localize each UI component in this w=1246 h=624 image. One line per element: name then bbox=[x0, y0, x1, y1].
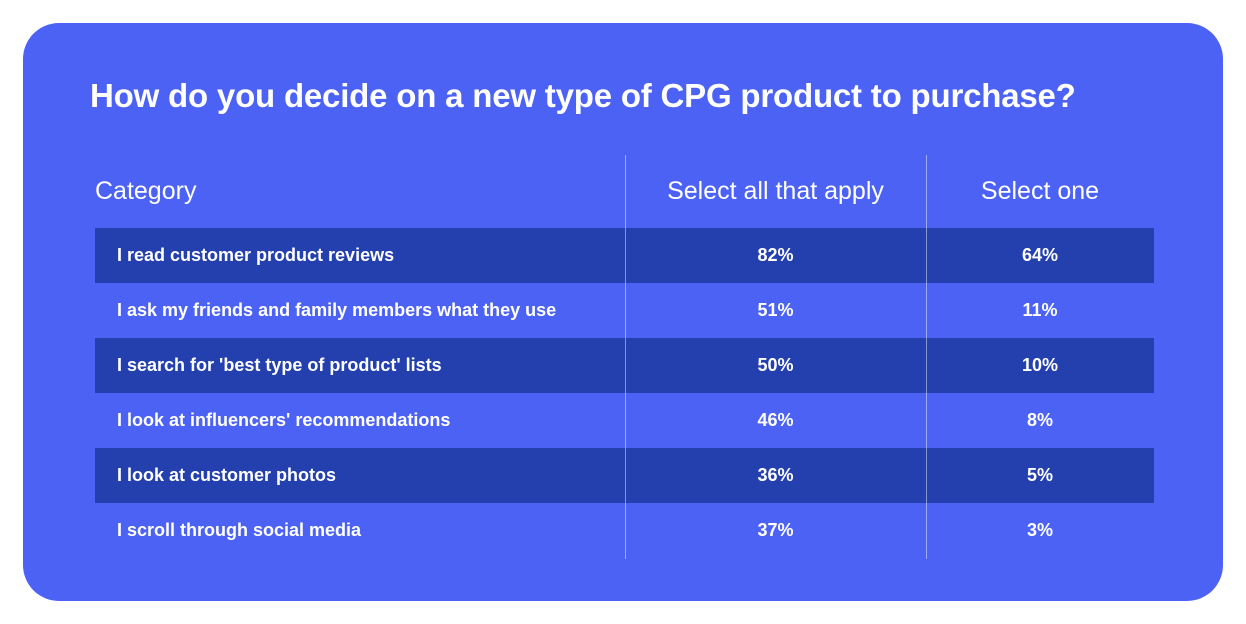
row-select-all-value: 82% bbox=[757, 245, 794, 265]
row-category: I scroll through social media bbox=[117, 520, 362, 540]
row-select-one-value: 8% bbox=[1026, 410, 1053, 430]
row-select-one-value: 11% bbox=[1022, 300, 1058, 320]
table-row: I ask my friends and family members what… bbox=[95, 283, 1154, 338]
table-row: I scroll through social media 37% 3% bbox=[95, 503, 1154, 558]
column-divider bbox=[625, 155, 626, 559]
row-select-one-value: 3% bbox=[1026, 520, 1053, 540]
row-select-one-value: 64% bbox=[1021, 245, 1059, 265]
column-divider bbox=[926, 155, 927, 559]
row-select-one-value: 5% bbox=[1026, 465, 1053, 485]
table-row: I search for 'best type of product' list… bbox=[95, 338, 1154, 393]
table-row: I look at influencers' recommendations 4… bbox=[95, 393, 1154, 448]
row-select-all-value: 50% bbox=[757, 355, 794, 375]
row-select-all-value: 46% bbox=[757, 410, 794, 430]
table-row: I look at customer photos 36% 5% bbox=[95, 448, 1154, 503]
row-select-one-value: 10% bbox=[1021, 355, 1059, 375]
header-select-all: Select all that apply bbox=[667, 177, 884, 205]
survey-card: How do you decide on a new type of CPG p… bbox=[23, 23, 1223, 601]
row-select-all-value: 37% bbox=[757, 520, 794, 540]
row-category: I read customer product reviews bbox=[117, 245, 395, 265]
header-select-one: Select one bbox=[980, 177, 1100, 205]
header-category: Category bbox=[95, 177, 197, 205]
table-row: I read customer product reviews 82% 64% bbox=[95, 228, 1154, 283]
row-category: I search for 'best type of product' list… bbox=[117, 355, 442, 375]
row-select-all-value: 51% bbox=[757, 300, 794, 320]
row-category: I ask my friends and family members what… bbox=[117, 300, 557, 320]
row-category: I look at influencers' recommendations bbox=[117, 410, 451, 430]
row-select-all-value: 36% bbox=[757, 465, 794, 485]
row-category: I look at customer photos bbox=[117, 465, 337, 485]
chart-title: How do you decide on a new type of CPG p… bbox=[90, 77, 1076, 114]
results-table: Category Select all that apply Select on… bbox=[95, 155, 1154, 559]
